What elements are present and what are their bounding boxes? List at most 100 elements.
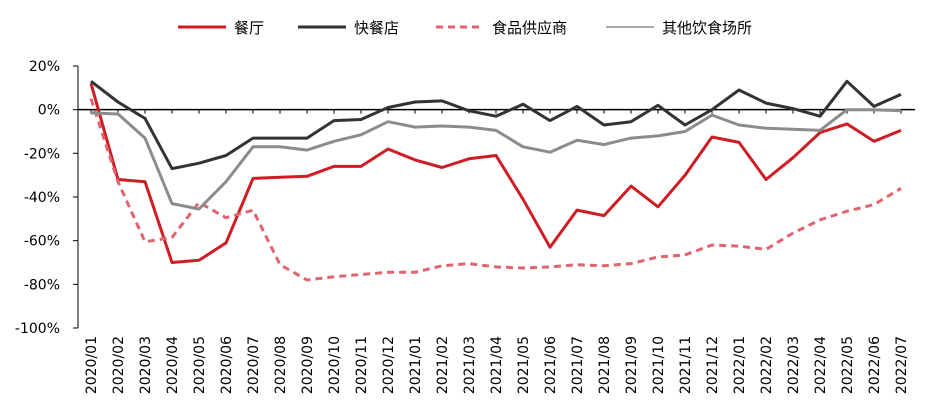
data-point [872, 140, 875, 143]
data-point [845, 210, 848, 213]
data-point [683, 174, 686, 177]
x-tick-label: 2020/01 [84, 336, 100, 394]
data-point [872, 105, 875, 108]
data-point [548, 265, 551, 268]
x-tick-label: 2022/05 [840, 336, 856, 394]
data-point [521, 103, 524, 106]
data-point [683, 130, 686, 133]
data-point [440, 264, 443, 267]
data-point [791, 107, 794, 110]
x-tick-label: 2020/10 [327, 336, 343, 394]
legend-item: 快餐店 [298, 19, 399, 37]
x-tick-label: 2020/11 [354, 336, 370, 394]
x-tick-label: 2021/06 [543, 336, 559, 394]
data-point [737, 88, 740, 91]
data-point [494, 154, 497, 157]
data-point [494, 115, 497, 118]
data-point [359, 133, 362, 136]
series-2 [89, 97, 902, 282]
data-point [791, 156, 794, 159]
legend-label: 其他饮食场所 [662, 19, 752, 37]
x-tick-label: 2022/01 [732, 336, 748, 394]
legend-item: 餐厅 [178, 19, 264, 37]
data-point [413, 158, 416, 161]
data-point [116, 100, 119, 103]
data-point [467, 126, 470, 129]
data-point [845, 122, 848, 125]
data-point [89, 97, 92, 100]
x-tick-label: 2021/03 [462, 336, 478, 394]
y-tick-label: -80% [24, 277, 60, 293]
series-line [89, 98, 902, 282]
data-point [440, 166, 443, 169]
data-point [386, 106, 389, 109]
data-point [251, 209, 254, 212]
x-tick-label: 2020/07 [246, 336, 262, 394]
data-point [899, 187, 902, 190]
data-point [818, 218, 821, 221]
data-point [305, 148, 308, 151]
data-point [386, 271, 389, 274]
data-point [737, 141, 740, 144]
legend-label: 食品供应商 [492, 19, 567, 37]
data-point [170, 167, 173, 170]
data-point [197, 259, 200, 262]
data-point [683, 123, 686, 126]
x-tick-label: 2020/05 [192, 336, 208, 394]
data-point [629, 120, 632, 123]
x-tick-label: 2021/12 [705, 336, 721, 394]
data-point [494, 129, 497, 132]
x-tick-label: 2021/02 [435, 336, 451, 394]
data-point [845, 80, 848, 83]
data-point [440, 99, 443, 102]
data-point [899, 93, 902, 96]
data-point [413, 271, 416, 274]
data-point [683, 253, 686, 256]
x-tick-label: 2020/08 [273, 336, 289, 394]
data-point [332, 275, 335, 278]
data-point [143, 240, 146, 243]
x-tick-label: 2022/07 [894, 336, 910, 394]
data-point [575, 263, 578, 266]
data-point [521, 198, 524, 201]
data-point [764, 248, 767, 251]
series-3 [89, 108, 902, 211]
data-point [872, 203, 875, 206]
data-point [305, 175, 308, 178]
data-point [845, 108, 848, 111]
x-tick-label: 2020/06 [219, 336, 235, 394]
data-point [143, 117, 146, 120]
data-point [764, 178, 767, 181]
data-point [548, 246, 551, 249]
x-tick-label: 2021/05 [516, 336, 532, 394]
series-line [90, 108, 902, 211]
legend-item: 其他饮食场所 [606, 19, 752, 37]
data-point [818, 129, 821, 132]
data-point [656, 134, 659, 137]
data-point [656, 205, 659, 208]
series-0 [89, 83, 902, 264]
data-point [224, 216, 227, 219]
x-tick-label: 2021/11 [678, 336, 694, 394]
data-point [251, 177, 254, 180]
legend: 餐厅 快餐店 食品供应商 其他饮食场所 [178, 19, 752, 37]
data-point [413, 100, 416, 103]
data-point [521, 145, 524, 148]
data-point [359, 165, 362, 168]
x-tick-label: 2020/02 [111, 336, 127, 394]
x-tick-label: 2020/09 [300, 336, 316, 394]
data-point [764, 127, 767, 130]
data-point [359, 273, 362, 276]
series-layer [89, 79, 902, 282]
data-point [467, 109, 470, 112]
x-tick-label: 2021/08 [597, 336, 613, 394]
data-point [710, 135, 713, 138]
y-tick-label: 20% [29, 59, 60, 75]
y-tick-label: -60% [24, 234, 60, 250]
data-point [602, 214, 605, 217]
data-point [494, 265, 497, 268]
data-point [89, 111, 92, 114]
x-tick-label: 2020/04 [165, 336, 181, 394]
data-point [170, 261, 173, 264]
data-point [278, 136, 281, 139]
